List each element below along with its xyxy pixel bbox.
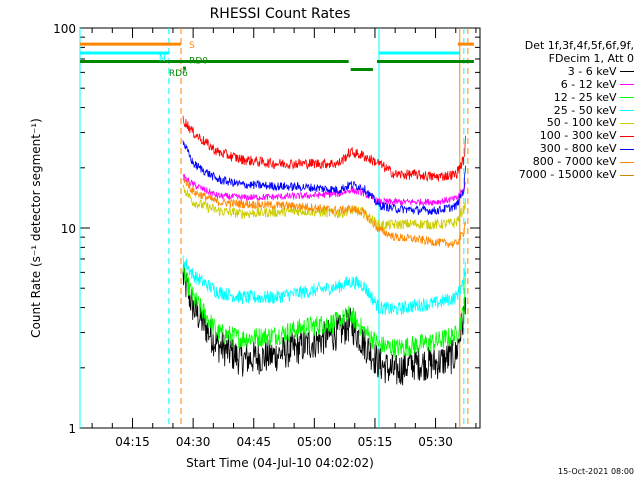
y-axis-label: Count Rate (s⁻¹ detector segment⁻¹) bbox=[29, 118, 43, 338]
legend-entry: 7000 - 15000 keV bbox=[518, 168, 634, 182]
legend-header-line-2: FDecim 1, Att 0 bbox=[548, 51, 634, 65]
legend-swatch bbox=[620, 148, 634, 150]
flag-label: S bbox=[189, 41, 195, 51]
legend-label: 12 - 25 keV bbox=[553, 90, 620, 104]
legend-entry: 6 - 12 keV bbox=[519, 77, 634, 92]
series-line-4 bbox=[182, 184, 467, 231]
x-tick-label: 04:15 bbox=[115, 435, 150, 449]
x-tick-label: 05:30 bbox=[418, 435, 453, 449]
data-series-group bbox=[182, 115, 467, 386]
y-tick-label: 100 bbox=[53, 22, 76, 36]
series-line-7 bbox=[182, 174, 467, 248]
chart-title: RHESSI Count Rates bbox=[210, 6, 351, 22]
legend-swatch bbox=[620, 97, 634, 99]
legend-swatch bbox=[620, 135, 634, 137]
flag-label: RD6 bbox=[169, 69, 188, 79]
y-tick-label: 1 bbox=[68, 422, 76, 436]
x-tick-label: 04:30 bbox=[176, 435, 211, 449]
x-axis-label: Start Time (04-Jul-10 04:02:02) bbox=[186, 456, 374, 470]
legend-swatch bbox=[620, 161, 634, 163]
legend-swatch bbox=[620, 122, 634, 124]
legend-entry: 25 - 50 keV bbox=[519, 103, 634, 118]
series-line-6 bbox=[182, 140, 467, 216]
flag-label: RD0 bbox=[189, 56, 208, 66]
legend-entry: 300 - 800 keV bbox=[519, 142, 634, 156]
flag-label: N bbox=[159, 54, 166, 64]
legend-label: 25 - 50 keV bbox=[553, 103, 620, 117]
legend-label: 6 - 12 keV bbox=[560, 77, 620, 91]
timestamp-label: 15-Oct-2021 08:00 bbox=[558, 467, 634, 476]
legend-swatch bbox=[620, 110, 634, 112]
x-tick-label: 05:00 bbox=[297, 435, 332, 449]
legend-entry: 3 - 6 keV bbox=[519, 64, 634, 79]
legend-label: 100 - 300 keV bbox=[539, 129, 620, 143]
y-tick-label: 10 bbox=[61, 222, 76, 236]
x-tick-label: 04:45 bbox=[236, 435, 271, 449]
legend-swatch bbox=[620, 84, 634, 86]
legend: Det 1f,3f,4f,5f,6f,9f, FDecim 1, Att 0 3… bbox=[518, 39, 634, 182]
legend-entry: 800 - 7000 keV bbox=[519, 155, 634, 169]
legend-header-line-1: Det 1f,3f,4f,5f,6f,9f, bbox=[524, 39, 634, 52]
series-line-1 bbox=[183, 173, 467, 207]
legend-entry: 100 - 300 keV bbox=[519, 129, 634, 143]
legend-swatch bbox=[620, 71, 634, 73]
legend-label: 800 - 7000 keV bbox=[532, 155, 620, 169]
legend-swatch bbox=[620, 174, 634, 176]
legend-label: 7000 - 15000 keV bbox=[518, 168, 620, 182]
series-line-2 bbox=[182, 263, 467, 359]
series-line-3 bbox=[182, 255, 467, 316]
series-line-5 bbox=[182, 115, 467, 183]
legend-label: 3 - 6 keV bbox=[567, 64, 620, 78]
legend-label: 50 - 100 keV bbox=[546, 116, 620, 130]
series-line-0 bbox=[182, 263, 467, 386]
legend-entry: 12 - 25 keV bbox=[519, 90, 634, 105]
legend-label: 300 - 800 keV bbox=[539, 142, 620, 156]
legend-entry: 50 - 100 keV bbox=[519, 116, 634, 130]
x-tick-label: 05:15 bbox=[358, 435, 393, 449]
